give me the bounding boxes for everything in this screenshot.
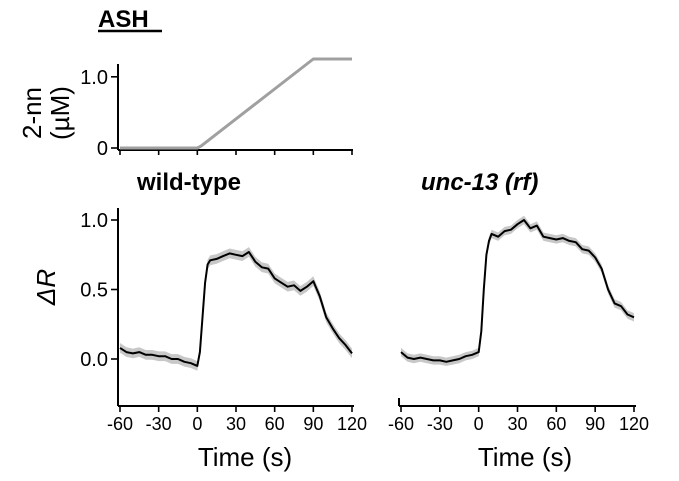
panel-wild-type: -60 -30 0 30 60 90 120 0.0 0.5 1.0: [80, 208, 367, 434]
wild-type-y-tick-label: 1.0: [80, 210, 108, 232]
unc-13-x-tick-label: 90: [585, 414, 605, 434]
stimulus-line: [120, 57, 352, 150]
unc-13-x-tick-label: 120: [619, 414, 649, 434]
stimulus-series: [120, 57, 352, 150]
unc-13-x-tick-label: 60: [546, 414, 566, 434]
wild-type-y-tick-label: 0.0: [80, 349, 108, 371]
wild-type-x-tick-label: -30: [146, 414, 172, 434]
stimulus-y-tick-label: 0: [97, 138, 108, 160]
wild-type-x-tick-label: 60: [265, 414, 285, 434]
wild-type-sem-band: [120, 247, 352, 371]
xlabel-unc-13: Time (s): [478, 442, 572, 472]
panel-unc-13: -60 -30 0 30 60 90 120: [388, 215, 649, 434]
unc-13-x-tick-label: 30: [507, 414, 527, 434]
wild-type-x-tick-label: -60: [107, 414, 133, 434]
wild-type-x-tick-label: 30: [226, 414, 246, 434]
stimulus-y-tick-label: 1.0: [80, 67, 108, 89]
concentration-ylabel-line1: 2-nn: [17, 87, 47, 139]
concentration-ylabel-line2: (µM): [45, 86, 75, 140]
unc-13-sem-band: [401, 215, 634, 366]
cell-label: ASH: [98, 6, 149, 33]
wild-type-mean-trace: [119, 251, 353, 367]
panel-title-wild-type: wild-type: [136, 169, 241, 196]
wild-type-x-tick-label: 90: [303, 414, 323, 434]
stimulus-panel: 2-nn (µM) 01.0: [17, 57, 353, 160]
stimulus-axes: 01.0: [80, 64, 353, 160]
unc-13-series: [400, 215, 635, 366]
xlabel-wild-type: Time (s): [198, 442, 292, 472]
response-ylabel: ΔR: [31, 269, 61, 306]
wild-type-x-tick-label: 0: [192, 414, 202, 434]
panel-title-unc-13: unc-13 (rf): [421, 169, 538, 196]
wild-type-series: [119, 247, 353, 371]
unc-13-x-tick-label: -30: [427, 414, 453, 434]
unc-13-mean-trace: [400, 219, 635, 363]
unc-13-x-tick-label: -60: [388, 414, 414, 434]
wild-type-axes: -60 -30 0 30 60 90 120 0.0 0.5 1.0: [80, 208, 367, 434]
wild-type-y-tick-label: 0.5: [80, 280, 108, 302]
unc-13-x-tick-label: 0: [474, 414, 484, 434]
wild-type-x-tick-label: 120: [337, 414, 367, 434]
unc-13-axes: -60 -30 0 30 60 90 120: [388, 398, 649, 434]
